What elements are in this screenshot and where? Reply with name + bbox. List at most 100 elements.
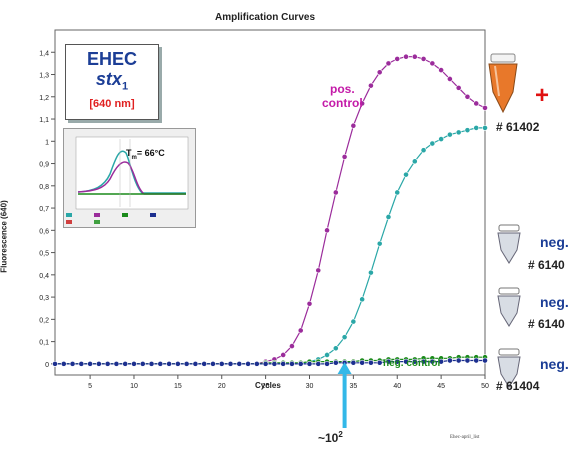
series-2-point — [341, 334, 348, 341]
series-4-point — [482, 357, 488, 364]
inset-curve-teal — [77, 150, 186, 194]
series-2-point — [482, 125, 488, 131]
neg-control-label: neg. control — [383, 358, 441, 369]
series-1-point — [359, 100, 366, 107]
series-4-point — [289, 360, 295, 367]
series-1-point — [306, 300, 313, 307]
series-4-point — [253, 360, 260, 367]
series-1-point — [455, 84, 462, 91]
series-4-point — [464, 357, 471, 364]
series-4-point — [394, 358, 401, 365]
y-tick-label: 1 — [45, 139, 49, 146]
y-tick-label: 1,3 — [39, 73, 49, 80]
y-tick-label: 0,7 — [39, 206, 49, 213]
series-4-point — [359, 359, 366, 366]
series-2-point — [376, 240, 383, 247]
series-4-point — [157, 360, 164, 367]
x-tick-label: 25 — [262, 383, 270, 390]
series-4-point — [403, 358, 409, 365]
series-4-point — [60, 360, 67, 367]
series-4-point — [438, 358, 445, 365]
series-2-point — [420, 147, 427, 154]
series-4-point — [368, 359, 374, 366]
y-tick-label: 0,8 — [39, 184, 49, 191]
series-4-point — [315, 360, 322, 367]
series-1-point — [324, 227, 330, 234]
series-4-point — [376, 359, 383, 366]
series-1-point — [289, 343, 295, 349]
y-tick-label: 0,1 — [39, 340, 49, 347]
melting-curve-inset — [63, 128, 196, 228]
tube-orange-icon — [488, 53, 518, 114]
series-2-point — [446, 131, 453, 138]
series-4-point — [332, 359, 339, 366]
series-2-point — [438, 136, 445, 142]
series-1-point — [368, 82, 374, 89]
series-layer — [52, 53, 488, 367]
series-4-point — [420, 358, 427, 365]
series-2-point — [403, 171, 409, 178]
decorations — [337, 362, 352, 428]
sample-id-4: # 61404 — [496, 379, 540, 393]
series-4-point — [350, 359, 357, 366]
series-1-point — [350, 122, 357, 129]
series-2-point — [464, 127, 471, 134]
x-tick-label: 5 — [88, 383, 92, 390]
footnote: Ehec-april_list — [450, 435, 480, 440]
series-4-point — [455, 357, 462, 364]
positive-result-sign: + — [535, 82, 550, 109]
series-1-point — [297, 327, 304, 334]
series-1-point — [420, 56, 427, 62]
sample-id-1: # 61402 — [496, 120, 540, 134]
melting-curve-plot — [64, 129, 195, 227]
chart-title: Amplification Curves — [214, 12, 316, 23]
sample-result-3: neg. — [540, 294, 569, 310]
series-4-point — [210, 360, 216, 367]
series-1-point — [341, 153, 348, 160]
tube-clear-icon — [497, 224, 521, 264]
y-tick-label: 0,4 — [39, 273, 49, 280]
series-4-point — [245, 360, 251, 367]
y-tick-label: 0,6 — [39, 228, 49, 235]
series-4-point — [446, 357, 453, 364]
series-4-point — [262, 360, 269, 367]
series-2-point — [429, 140, 436, 147]
series-4-point — [78, 360, 85, 367]
assay-wavelength: [640 nm] — [89, 97, 135, 110]
axes: 0 0,1 0,2 0,3 0,4 0,5 0,6 0,7 0,8 0,9 1 1,1 1,2 1,3 1,… — [39, 50, 489, 390]
series-4-point — [227, 360, 234, 367]
series-4-point — [122, 360, 129, 367]
y-tick-label: 1,1 — [39, 117, 49, 124]
tube-clear-icon — [497, 287, 521, 327]
series-4-point — [52, 360, 58, 367]
assay-gene: stx1 — [95, 69, 129, 93]
series-4-point — [218, 360, 225, 367]
sample-tube-2 — [496, 224, 522, 269]
series-4-point — [174, 360, 181, 367]
assay-name: EHEC — [86, 49, 137, 69]
assay-label-box: EHEC stx1 [640 nm] — [65, 44, 159, 120]
series-1-point — [403, 53, 409, 60]
sample-id-2: # 6140 — [528, 258, 565, 272]
x-tick-label: 35 — [349, 383, 357, 390]
series-4-point — [271, 360, 278, 367]
x-tick-label: 10 — [130, 383, 138, 390]
series-1-point — [429, 60, 436, 67]
series-4-point — [201, 360, 208, 367]
series-4-point — [306, 360, 313, 367]
x-tick-label: 30 — [306, 383, 314, 390]
series-2-point — [385, 214, 392, 220]
series-1-point — [446, 76, 453, 82]
series-1-point — [376, 69, 383, 76]
x-tick-label: 15 — [174, 383, 182, 390]
series-1-point — [332, 189, 339, 196]
y-axis-label: Fluorescence (640) — [0, 200, 9, 273]
series-1-point — [411, 53, 418, 60]
series-4-point — [473, 357, 480, 364]
y-tick-label: 1,4 — [39, 50, 49, 57]
series-1-point — [315, 267, 322, 274]
series-1-point — [394, 56, 401, 62]
x-tick-label: 45 — [437, 383, 445, 390]
series-2-point — [368, 269, 374, 276]
sample-result-4: neg. — [540, 356, 569, 372]
